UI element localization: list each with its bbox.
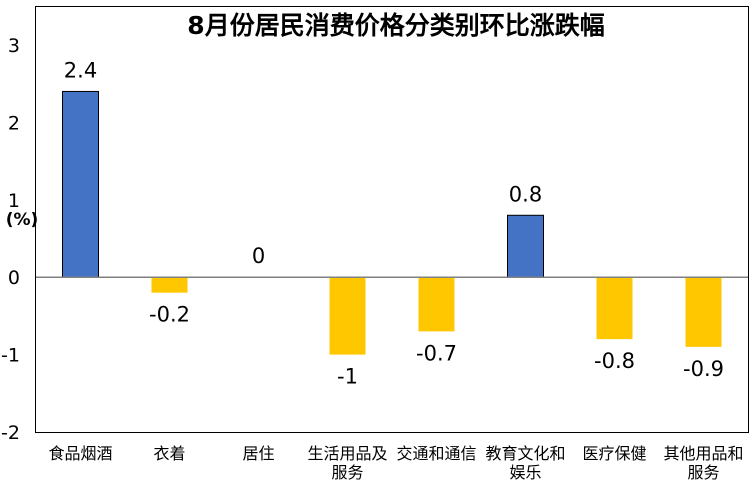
x-tick-label: 医疗保健 <box>582 444 646 463</box>
data-label: -0.9 <box>683 357 724 381</box>
y-tick-label: -2 <box>1 422 20 444</box>
x-tick-label: 娱乐 <box>509 463 541 482</box>
y-tick-label: 3 <box>8 35 20 57</box>
data-label: -0.8 <box>594 349 635 373</box>
data-labels: 2.4 -0.2 0 -1 -0.7 0.8 -0.8 -0.9 <box>64 58 724 388</box>
y-tick-label: 0 <box>8 267 20 289</box>
x-tick-label: 居住 <box>242 444 274 463</box>
x-tick-label: 交通和通信 <box>396 444 476 463</box>
bar <box>418 277 455 332</box>
x-tick-label: 食品烟酒 <box>48 444 112 463</box>
x-tick-label: 教育文化和 <box>485 444 565 463</box>
y-tick-label: 2 <box>8 112 20 134</box>
data-label: 0 <box>252 244 265 268</box>
bar <box>596 277 633 340</box>
bars <box>62 90 722 355</box>
y-tick-label: -1 <box>1 345 20 367</box>
bar <box>62 90 99 278</box>
x-tick-label: 其他用品和 <box>663 444 743 463</box>
x-tick-label: 生活用品及 <box>307 444 387 463</box>
bar <box>685 277 722 347</box>
data-label: -0.2 <box>149 303 190 327</box>
bar <box>329 277 366 355</box>
x-tick-label: 服务 <box>331 463 363 482</box>
x-tick-label: 衣着 <box>153 444 185 463</box>
y-axis-label: (%) <box>6 210 39 230</box>
y-tick-label: 1 <box>8 190 20 212</box>
bar <box>507 214 544 278</box>
chart-frame <box>35 6 749 433</box>
x-tick-label: 服务 <box>687 463 719 482</box>
data-label: 2.4 <box>64 58 97 82</box>
chart-title: 8月份居民消费价格分类别环比涨跌幅 <box>187 11 604 40</box>
data-label: -0.7 <box>416 341 457 365</box>
data-label: 0.8 <box>509 182 542 206</box>
data-label: -1 <box>337 365 358 389</box>
y-tick-labels: -2 -1 0 1 2 3 <box>1 35 20 444</box>
bar <box>151 277 188 293</box>
